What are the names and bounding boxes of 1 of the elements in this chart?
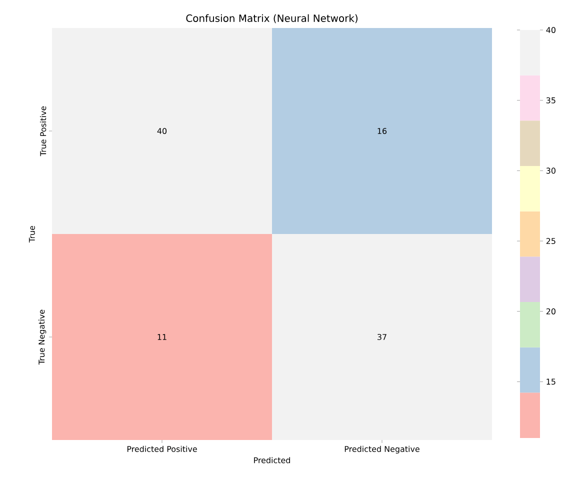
chart-title: Confusion Matrix (Neural Network) <box>186 14 358 24</box>
